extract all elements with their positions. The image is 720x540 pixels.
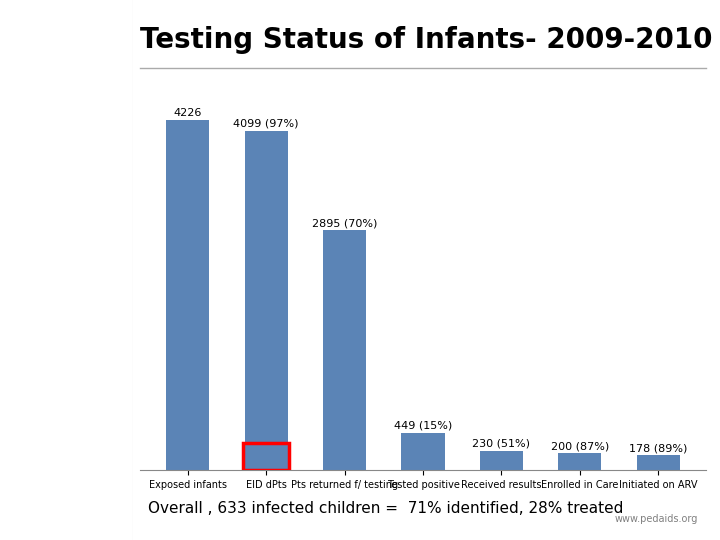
- Bar: [636, 455, 680, 470]
- Text: Testing Status of Infants- 2009-2010: Testing Status of Infants- 2009-2010: [140, 26, 713, 54]
- Text: www.pedaids.org: www.pedaids.org: [615, 514, 698, 524]
- Text: 230 (51%): 230 (51%): [472, 438, 531, 449]
- Text: 200 (87%): 200 (87%): [551, 441, 609, 451]
- Bar: [558, 453, 601, 470]
- Bar: [245, 131, 288, 470]
- Bar: [243, 443, 289, 470]
- Text: 4226: 4226: [174, 108, 202, 118]
- Text: 178 (89%): 178 (89%): [629, 443, 688, 453]
- Bar: [166, 120, 210, 470]
- Text: Overall , 633 infected children =  71% identified, 28% treated: Overall , 633 infected children = 71% id…: [148, 501, 623, 516]
- Text: 4099 (97%): 4099 (97%): [233, 119, 299, 129]
- Bar: [323, 231, 366, 470]
- Bar: [402, 433, 444, 470]
- Text: 2895 (70%): 2895 (70%): [312, 218, 377, 228]
- Text: 449 (15%): 449 (15%): [394, 421, 452, 430]
- Bar: [480, 451, 523, 470]
